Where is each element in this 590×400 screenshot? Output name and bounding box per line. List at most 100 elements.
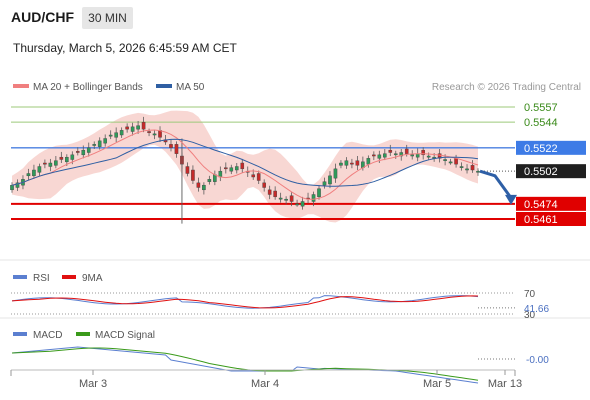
candle-body xyxy=(366,158,371,165)
candle-body xyxy=(196,182,201,188)
price-tag-resistance: 0.5544 xyxy=(524,117,558,129)
candle-body xyxy=(278,197,283,200)
rsi-legend-label: RSI xyxy=(33,273,50,284)
ma20-line xyxy=(11,129,479,200)
symbol-title: AUD/CHF xyxy=(11,9,74,25)
price-tag-box-pivot xyxy=(516,140,586,155)
candle-body xyxy=(399,152,404,157)
candle-body xyxy=(174,144,179,154)
candle-body xyxy=(333,168,338,179)
rsi-ma-legend-label: 9MA xyxy=(82,273,103,284)
x-tick-label: Mar 13 xyxy=(488,378,522,390)
price-tag-support: 0.5461 xyxy=(524,214,558,226)
ma20-legend-swatch xyxy=(13,84,29,88)
candle-body xyxy=(26,173,31,177)
candle-body xyxy=(448,161,453,164)
ma50-legend-swatch xyxy=(156,84,172,88)
candle-body xyxy=(443,159,447,161)
candle-body xyxy=(300,201,305,207)
candle-body xyxy=(295,203,299,206)
macd-last-value: -0.00 xyxy=(526,355,549,366)
candle-body xyxy=(202,184,206,191)
candle-body xyxy=(383,153,387,158)
candle-body xyxy=(54,160,58,166)
macd-legend-swatch xyxy=(13,332,27,336)
candle-body xyxy=(224,167,228,170)
candle-body xyxy=(234,166,239,171)
candle-body xyxy=(339,162,343,166)
candle-body xyxy=(147,131,151,133)
candle-body xyxy=(470,165,475,171)
forecast-arrowhead xyxy=(505,194,517,205)
candle-body xyxy=(267,189,272,195)
timestamp: Thursday, March 5, 2026 6:45:59 AM CET xyxy=(13,41,237,55)
candle-body xyxy=(465,168,469,171)
rsi-level-label: 70 xyxy=(524,289,536,300)
rsi-legend-swatch xyxy=(13,275,27,279)
candle-body xyxy=(81,149,86,156)
price-tag-box-support xyxy=(516,196,586,211)
price-tag-box-last xyxy=(516,164,586,179)
candle-body xyxy=(15,182,20,188)
candle-body xyxy=(421,149,425,156)
candle-body xyxy=(454,158,458,165)
candle-body xyxy=(59,156,64,160)
candle-body xyxy=(284,198,288,201)
price-tag-pivot: 0.5522 xyxy=(524,143,558,155)
ma50-legend-label: MA 50 xyxy=(176,82,205,93)
candle-body xyxy=(426,155,431,158)
candle-body xyxy=(130,126,135,132)
candle-body xyxy=(410,154,415,157)
candle-body xyxy=(229,167,234,172)
timeframe-button[interactable]: 30 MIN xyxy=(82,7,133,29)
candle-body xyxy=(65,156,69,163)
candle-body xyxy=(328,175,332,185)
candle-body xyxy=(262,182,266,188)
candle-body xyxy=(125,126,129,130)
credit-text: Research © 2026 Trading Central xyxy=(432,82,581,93)
candle-body xyxy=(103,138,107,144)
candle-body xyxy=(141,121,146,130)
candle-body xyxy=(92,144,97,146)
candle-body xyxy=(404,148,409,154)
candle-body xyxy=(185,166,190,174)
ma20-legend-label: MA 20 + Bollinger Bands xyxy=(33,82,143,93)
candle-body xyxy=(97,140,102,147)
candle-body xyxy=(377,154,382,159)
candle-body xyxy=(256,173,261,181)
macd-signal-legend-label: MACD Signal xyxy=(95,330,155,341)
price-tag-last: 0.5502 xyxy=(524,166,558,178)
x-tick-label: Mar 4 xyxy=(251,378,279,390)
price-tag-box-support xyxy=(516,212,586,226)
candle-body xyxy=(273,190,277,198)
rsi-ma-legend-swatch xyxy=(62,275,76,279)
candle-body xyxy=(136,125,140,130)
candle-body xyxy=(32,169,36,177)
x-tick-label: Mar 5 xyxy=(423,378,451,390)
rsi-level-label: 30 xyxy=(524,310,536,321)
price-legend: MA 20 + Bollinger Bands MA 50 Research ©… xyxy=(13,82,581,93)
candle-body xyxy=(459,166,464,168)
x-axis: Mar 3 Mar 4 Mar 5 Mar 13 xyxy=(10,369,522,390)
candle-body xyxy=(240,162,245,170)
rsi-legend: RSI 9MA xyxy=(13,273,103,284)
macd-legend: MACD MACD Signal xyxy=(13,330,155,341)
candle-body xyxy=(119,130,124,136)
candle-body xyxy=(311,194,316,202)
candle-body xyxy=(251,174,256,178)
bollinger-band xyxy=(12,110,478,223)
candle-body xyxy=(289,195,294,202)
candle-body xyxy=(152,133,157,136)
candle-body xyxy=(114,132,118,138)
candle-body xyxy=(70,154,75,160)
macd-signal-line xyxy=(11,347,479,381)
candle-body xyxy=(48,162,53,167)
candle-body xyxy=(355,160,360,166)
candle-body xyxy=(37,166,42,173)
candle-body xyxy=(86,147,91,153)
macd-legend-label: MACD xyxy=(33,330,62,341)
candle-body xyxy=(393,153,398,156)
price-tag-resistance: 0.5557 xyxy=(524,102,558,114)
